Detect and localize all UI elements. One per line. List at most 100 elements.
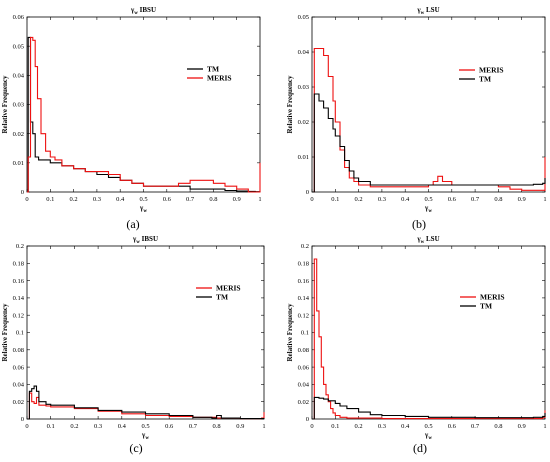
y-tick-label: 0.04 [298, 49, 310, 56]
legend-label-meris: MERIS [207, 74, 232, 83]
x-tick-label: 0.8 [494, 196, 502, 203]
y-tick-label: 0.06 [13, 14, 25, 21]
x-tick-label: 0.9 [236, 423, 244, 430]
x-tick-label: 0 [310, 196, 313, 203]
x-tick-label: 0.1 [46, 196, 54, 203]
y-tick-label: 0.01 [13, 160, 24, 167]
x-tick-label: 0.7 [471, 423, 480, 430]
y-tick-label: 0.16 [298, 278, 310, 285]
y-tick-label: 0.12 [13, 312, 24, 319]
y-axis-label: Relative Frequency [1, 303, 9, 361]
legend-label-tm: TM [216, 293, 228, 302]
x-tick-label: 0.9 [518, 196, 526, 203]
x-tick-label: 0.7 [186, 196, 195, 203]
legend-label-meris: MERIS [216, 284, 241, 293]
y-tick-label: 0.2 [301, 243, 309, 250]
y-tick-label: 0.08 [13, 347, 24, 354]
x-tick-label: 0.9 [518, 423, 526, 430]
x-tick-label: 0.6 [448, 196, 457, 203]
y-axis-label: Relative Frequency [286, 303, 294, 361]
x-tick-label: 0.4 [118, 423, 127, 430]
y-tick-label: 0.06 [13, 364, 25, 371]
y-tick-label: 0.01 [298, 154, 309, 161]
panel-b: 0 0.1 0.2 0.3 0.4 0.5 0.6 0.7 0.8 0.9 1 0 0.01 0.02 0.… [286, 6, 547, 231]
x-tick-label: 0.6 [163, 196, 172, 203]
x-tick-label: 0 [25, 196, 28, 203]
panel-caption: (b) [412, 217, 426, 231]
series-line-meris [312, 47, 546, 193]
y-tick-label: 0 [21, 416, 24, 423]
y-tick-label: 0.05 [13, 43, 24, 50]
panel-caption: (a) [126, 217, 139, 231]
x-tick-label: 0.5 [139, 196, 147, 203]
panel-a: 0 0.1 0.2 0.3 0.4 0.5 0.6 0.7 0.8 0.9 1 0 0.01 0.02 0.… [1, 6, 262, 231]
series-line-meris [312, 258, 546, 420]
chart-title: γw LSU [416, 235, 439, 245]
y-tick-label: 0.02 [298, 119, 309, 126]
x-tick-label: 1 [543, 196, 546, 203]
y-tick-label: 0.04 [298, 382, 310, 389]
legend-label-tm: TM [480, 302, 492, 311]
y-tick-label: 0.05 [298, 14, 309, 21]
y-tick-label: 0.08 [298, 347, 309, 354]
x-tick-label: 0.3 [378, 423, 386, 430]
y-tick-label: 0.04 [13, 73, 25, 80]
y-tick-label: 0.03 [13, 102, 24, 109]
panel-d: 0 0.1 0.2 0.3 0.4 0.5 0.6 0.7 0.8 0.9 1 0 0.02 0.04 0.… [286, 235, 547, 455]
panel-caption: (d) [413, 441, 427, 455]
chart-title: γw IBSU [132, 235, 158, 245]
plot-frame [311, 16, 546, 193]
x-tick-label: 1 [262, 423, 265, 430]
y-tick-label: 0.2 [16, 243, 24, 250]
x-tick-label: 0 [310, 423, 313, 430]
y-tick-label: 0.03 [298, 84, 309, 91]
x-tick-label: 0.6 [448, 423, 457, 430]
x-tick-label: 0.3 [378, 196, 386, 203]
x-tick-label: 1 [258, 196, 261, 203]
x-tick-label: 0.3 [93, 196, 101, 203]
y-tick-label: 0 [21, 189, 24, 196]
y-tick-label: 0.18 [298, 261, 309, 268]
series-line-tm [27, 36, 261, 193]
y-tick-label: 0.02 [298, 399, 309, 406]
y-axis-label: Relative Frequency [286, 75, 294, 133]
x-tick-label: 0.4 [401, 196, 410, 203]
x-axis-label: γw [424, 431, 432, 441]
y-tick-label: 0.12 [298, 312, 309, 319]
y-tick-label: 0 [306, 189, 309, 196]
x-axis-label: γw [424, 204, 432, 214]
x-tick-label: 0.4 [116, 196, 125, 203]
x-tick-label: 0.6 [165, 423, 174, 430]
x-tick-label: 0.7 [471, 196, 480, 203]
x-axis-label: γw [139, 204, 147, 214]
plot-frame [311, 245, 546, 420]
legend-label-meris: MERIS [480, 293, 505, 302]
series-line-tm [27, 385, 265, 420]
legend-label-tm: TM [207, 65, 219, 74]
x-tick-label: 0.8 [209, 196, 217, 203]
x-tick-label: 0.2 [70, 196, 78, 203]
x-tick-label: 0.5 [424, 423, 432, 430]
x-tick-label: 0.5 [141, 423, 149, 430]
legend-label-meris: MERIS [479, 66, 504, 75]
plot-frame [26, 245, 265, 420]
x-tick-label: 0.2 [355, 423, 363, 430]
series-line-tm [312, 396, 546, 420]
x-tick-label: 1 [543, 423, 546, 430]
x-tick-label: 0.9 [233, 196, 241, 203]
y-tick-label: 0.14 [13, 295, 25, 302]
x-tick-label: 0.4 [401, 423, 410, 430]
series-line-meris [27, 36, 261, 193]
y-tick-label: 0.14 [298, 295, 310, 302]
x-tick-label: 0.5 [424, 196, 432, 203]
x-axis-label: γw [141, 431, 149, 441]
x-tick-label: 0 [25, 423, 28, 430]
series-line-tm [312, 93, 546, 193]
x-tick-label: 0.1 [331, 196, 339, 203]
chart-title: γw LSU [416, 6, 439, 16]
y-axis-label: Relative Frequency [1, 75, 9, 133]
y-tick-label: 0 [306, 416, 309, 423]
y-tick-label: 0.18 [13, 261, 24, 268]
x-tick-label: 0.8 [494, 423, 502, 430]
